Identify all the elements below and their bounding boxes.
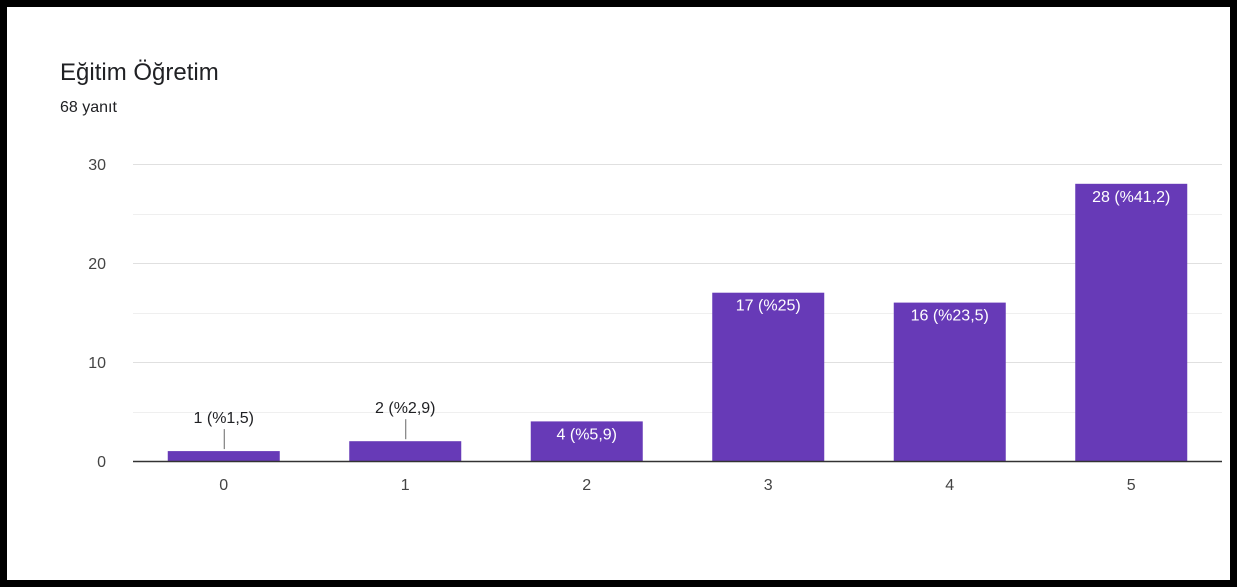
- bar: [712, 292, 825, 461]
- y-tick-label: 10: [88, 355, 106, 372]
- x-tick-label: 2: [582, 477, 591, 494]
- response-count: 68 yanıt: [60, 99, 117, 116]
- data-label: 17 (%25): [736, 298, 801, 315]
- x-tick-label: 0: [219, 477, 228, 494]
- y-tick-label: 20: [88, 256, 106, 273]
- x-tick-label: 5: [1127, 477, 1136, 494]
- data-label: 1 (%1,5): [194, 410, 254, 427]
- data-label: 4 (%5,9): [557, 426, 617, 443]
- bar: [349, 441, 462, 461]
- bar: [167, 451, 280, 461]
- y-tick-label: 0: [97, 454, 106, 471]
- bar: [893, 302, 1006, 461]
- chart-title: Eğitim Öğretim: [60, 59, 219, 86]
- bar: [1075, 183, 1188, 462]
- x-tick-label: 4: [945, 477, 954, 494]
- data-label: 2 (%2,9): [375, 400, 435, 417]
- y-tick-label: 30: [88, 157, 106, 174]
- data-label: 28 (%41,2): [1092, 189, 1170, 206]
- x-tick-label: 3: [764, 477, 773, 494]
- bar: [530, 421, 643, 461]
- x-tick-label: 1: [401, 477, 410, 494]
- data-label: 16 (%23,5): [911, 308, 989, 325]
